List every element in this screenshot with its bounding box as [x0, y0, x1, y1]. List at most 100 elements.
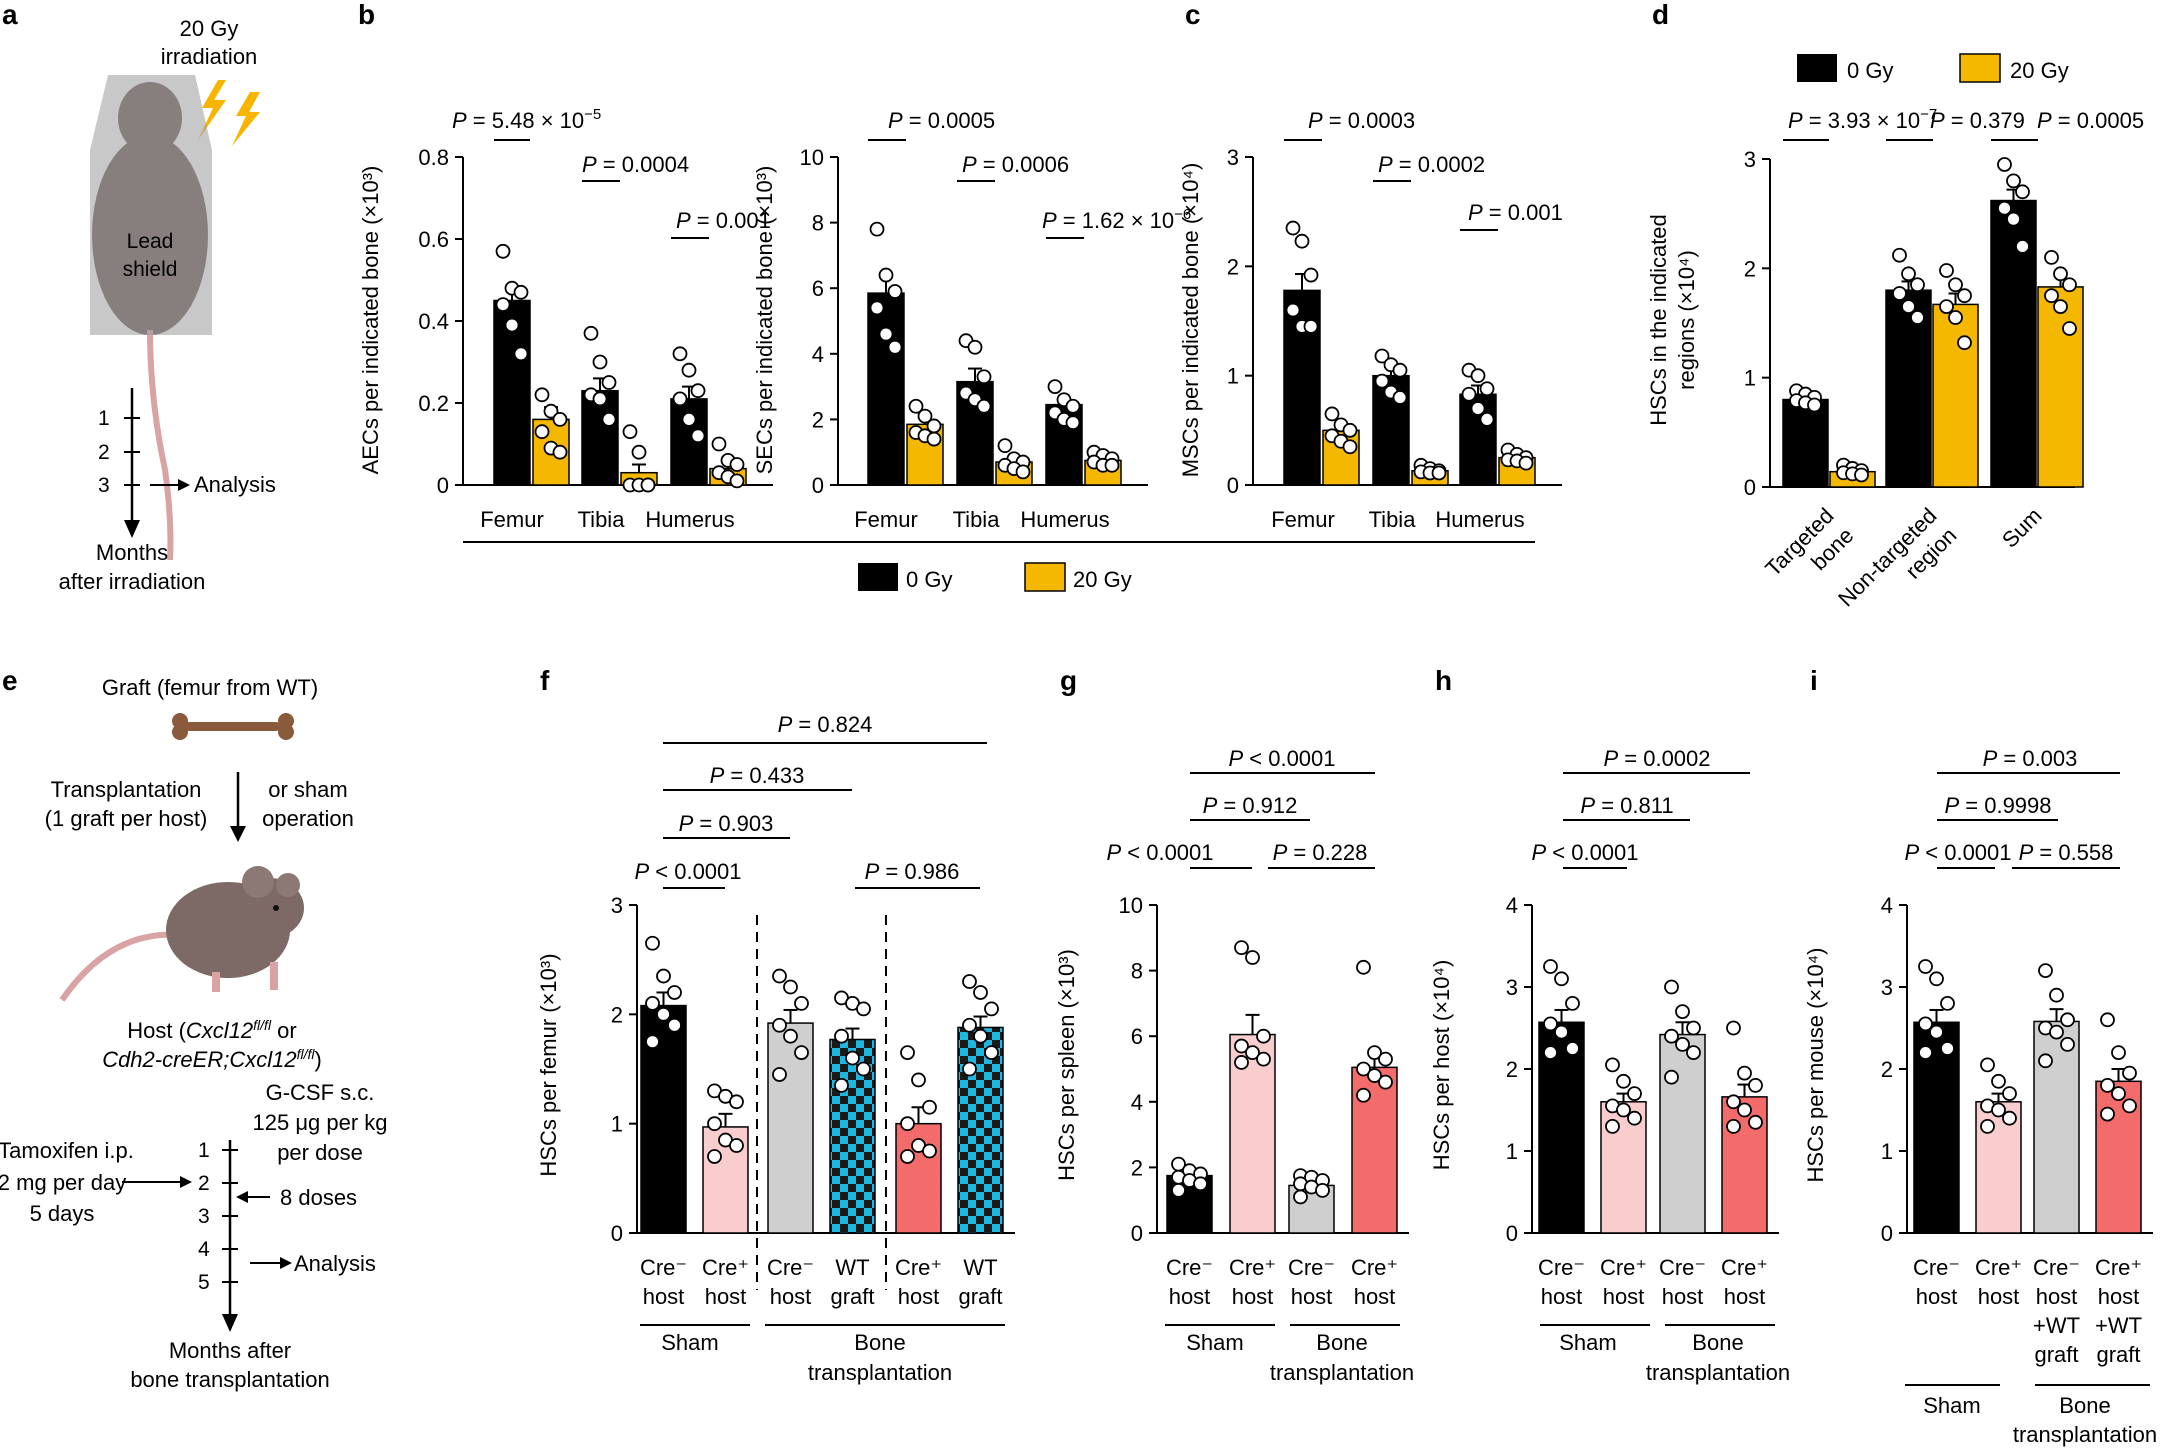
group-label-transplantation: transplantation — [1270, 1360, 1414, 1385]
transplant-label-2: (1 graft per host) — [45, 806, 208, 831]
p-value-label: P = 0.0004 — [582, 152, 689, 177]
timeline-label: 5 — [198, 1271, 210, 1294]
p-value-label: P = 0.0006 — [962, 152, 1069, 177]
y-axis-label: MSCs per indicated bone (×10⁴) — [1178, 163, 1203, 478]
x-category-label: Cre⁻ — [767, 1255, 814, 1280]
data-point — [1554, 971, 1569, 987]
x-category-label: Cre⁻ — [640, 1255, 687, 1280]
legend-swatch-0gy-d — [1797, 54, 1837, 82]
timeline-ticks-e: 1 2 3 4 5 — [198, 1139, 238, 1294]
data-point — [1939, 299, 1954, 315]
tamoxifen-label-3: 5 days — [30, 1201, 95, 1226]
data-point — [908, 398, 924, 414]
data-point — [772, 968, 787, 984]
p-value-label: P = 0.0005 — [888, 108, 995, 133]
data-point — [592, 354, 608, 370]
data-point — [1256, 1051, 1271, 1067]
y-tick-label: 3 — [1881, 975, 1893, 1000]
y-axis-label: SECs per indicated bone (×10³) — [752, 166, 777, 475]
group-label-sham: Sham — [661, 1330, 718, 1355]
x-category-label: Cre⁻ — [1538, 1255, 1585, 1280]
data-point — [656, 968, 671, 984]
data-point — [1065, 398, 1081, 414]
p-value-label: P = 0.379 — [1930, 108, 2025, 133]
x-category-label: WT — [963, 1255, 997, 1280]
data-point — [1675, 1004, 1690, 1019]
x-category-label: host — [1354, 1284, 1396, 1309]
data-point — [1892, 286, 1907, 301]
panel-letter-a: a — [2, 0, 18, 30]
gcsf-label-2: 125 μg per kg — [253, 1110, 388, 1135]
group-label-bone: Bone — [2059, 1393, 2110, 1418]
p-value-label: P = 0.903 — [679, 811, 774, 836]
y-tick-label: 4 — [812, 342, 824, 367]
data-point — [1378, 1074, 1393, 1090]
legend-label-0gy: 0 Gy — [906, 567, 952, 592]
p-value-label: P < 0.0001 — [1531, 840, 1638, 865]
data-point — [1245, 950, 1260, 965]
data-point — [856, 1001, 871, 1017]
data-point — [645, 935, 660, 951]
host-label-2: Cdh2-creER;Cxcl12fl/fl) — [102, 1046, 322, 1072]
x-category-label: Tibia — [1369, 507, 1417, 532]
x-category-label: graft — [830, 1284, 874, 1309]
data-point — [1518, 455, 1534, 471]
timeline-label: 1 — [198, 1139, 210, 1162]
data-point — [1939, 263, 1954, 278]
y-tick-label: 0 — [1744, 475, 1756, 500]
panel-letter-c: c — [1185, 0, 1201, 30]
data-point — [672, 391, 688, 407]
y-tick-label: 6 — [1131, 1024, 1143, 1049]
x-category-label: Tibia — [953, 507, 1001, 532]
y-tick-label: 4 — [1881, 893, 1893, 918]
data-point — [1605, 1057, 1620, 1073]
x-category-label: host — [1541, 1284, 1583, 1309]
p-value-label: P < 0.0001 — [1106, 840, 1213, 865]
tamoxifen-label-2: 2 mg per day — [0, 1170, 126, 1195]
y-axis-label: HSCs per host (×10⁴) — [1429, 960, 1454, 1171]
y-axis-label: HSCs per femur (×10³) — [536, 953, 561, 1176]
data-point — [922, 1099, 937, 1115]
y-tick-label: 8 — [1131, 959, 1143, 984]
legend-label-20gy: 20 Gy — [1073, 567, 1132, 592]
data-point — [1479, 411, 1495, 427]
x-category-label: Femur — [854, 507, 918, 532]
gcsf-label-3: per dose — [277, 1140, 363, 1165]
y-tick-label: 0 — [812, 473, 824, 498]
timeline-ticks-a: 1 2 3 — [98, 407, 140, 497]
shield-label-2: shield — [123, 258, 178, 281]
x-category-label: Cre⁻ — [1166, 1255, 1213, 1280]
x-category-label: Cre⁻ — [2033, 1255, 2080, 1280]
data-point — [1940, 996, 1955, 1011]
data-point — [2002, 1086, 2017, 1101]
data-point — [601, 411, 617, 427]
data-point — [976, 369, 992, 385]
data-point — [1234, 940, 1249, 956]
group-label-bone: Bone — [854, 1330, 905, 1355]
y-tick-label: 2 — [1744, 256, 1756, 281]
data-point — [2060, 1037, 2075, 1052]
timeline-label: 3 — [198, 1205, 210, 1228]
legend-label-20gy-d: 20 Gy — [2010, 58, 2069, 83]
y-tick-label: 1 — [1744, 366, 1756, 391]
y-tick-label: 4 — [1506, 893, 1518, 918]
host-label-1: Host (Cxcl12fl/fl or — [127, 1017, 297, 1043]
analysis-label-a: Analysis — [194, 472, 276, 497]
bone-icon — [172, 713, 294, 740]
p-value-label: P = 0.912 — [1203, 793, 1298, 818]
y-tick-label: 1 — [1881, 1139, 1893, 1164]
panel-letter-h: h — [1435, 665, 1452, 696]
y-tick-label: 2 — [611, 1002, 623, 1027]
x-category-label: Cre⁻ — [1913, 1255, 1960, 1280]
data-point — [729, 1138, 744, 1153]
data-point — [707, 1149, 722, 1164]
x-category-label: host — [1603, 1284, 1645, 1309]
mouse-tail — [147, 329, 174, 561]
data-point — [845, 1050, 860, 1066]
data-point — [534, 387, 550, 403]
data-point — [911, 1072, 926, 1088]
data-point — [552, 411, 568, 427]
data-point — [601, 375, 617, 390]
data-point — [640, 477, 656, 493]
timeline-arrowhead — [124, 520, 140, 538]
